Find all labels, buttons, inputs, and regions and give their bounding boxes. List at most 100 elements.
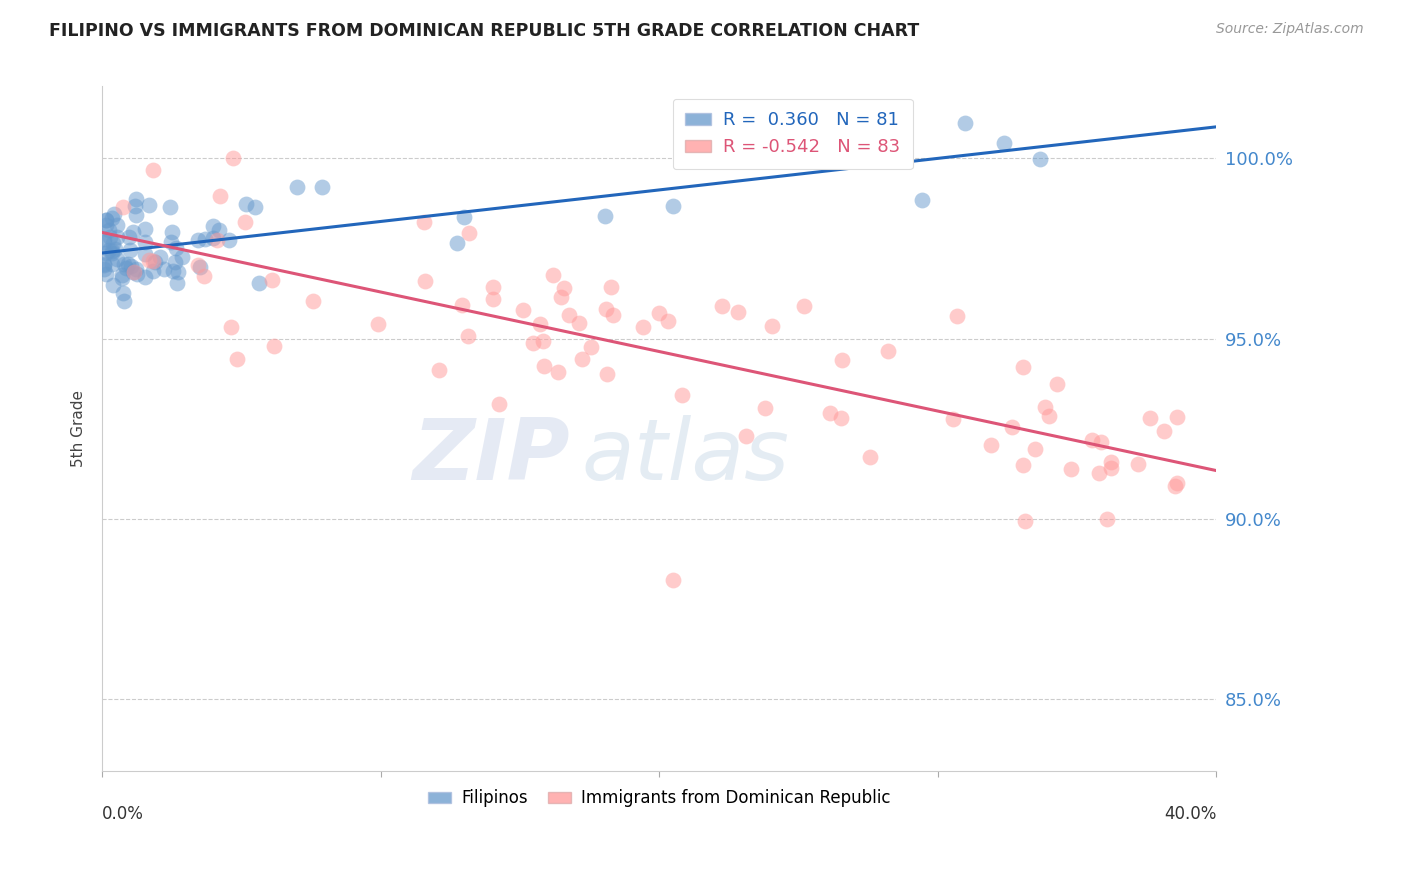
- Point: [125, 192, 148, 206]
- Point: [488, 397, 510, 411]
- Point: [122, 265, 145, 279]
- Point: [134, 247, 156, 261]
- Point: [187, 234, 209, 248]
- Point: [112, 257, 135, 271]
- Point: [595, 302, 617, 317]
- Point: [93, 262, 115, 277]
- Point: [219, 319, 242, 334]
- Point: [671, 388, 693, 402]
- Point: [207, 233, 229, 247]
- Point: [93, 257, 115, 271]
- Point: [531, 334, 554, 348]
- Point: [111, 200, 134, 214]
- Point: [1046, 377, 1069, 392]
- Point: [1011, 458, 1033, 473]
- Point: [166, 277, 188, 291]
- Point: [193, 269, 215, 284]
- Point: [1166, 475, 1188, 490]
- Text: 40.0%: 40.0%: [1164, 805, 1216, 823]
- Point: [117, 258, 139, 272]
- Point: [302, 294, 325, 309]
- Point: [451, 298, 474, 312]
- Point: [149, 250, 172, 264]
- Point: [446, 235, 468, 250]
- Point: [955, 116, 977, 130]
- Point: [233, 215, 256, 229]
- Point: [111, 271, 134, 285]
- Point: [94, 213, 117, 227]
- Point: [208, 223, 231, 237]
- Point: [550, 290, 572, 304]
- Point: [247, 276, 270, 290]
- Point: [111, 268, 134, 282]
- Point: [453, 210, 475, 224]
- Point: [96, 218, 118, 232]
- Point: [170, 250, 193, 264]
- Point: [125, 208, 148, 222]
- Point: [727, 305, 749, 319]
- Point: [311, 179, 333, 194]
- Point: [201, 219, 224, 234]
- Point: [571, 352, 593, 367]
- Point: [830, 411, 852, 425]
- Point: [125, 267, 148, 281]
- Point: [112, 293, 135, 308]
- Point: [1164, 479, 1187, 493]
- Point: [142, 264, 165, 278]
- Point: [1038, 409, 1060, 423]
- Point: [120, 243, 142, 257]
- Point: [1088, 466, 1111, 480]
- Point: [285, 180, 308, 194]
- Point: [124, 262, 146, 277]
- Point: [101, 244, 124, 259]
- Point: [103, 206, 125, 220]
- Text: ZIP: ZIP: [412, 415, 569, 498]
- Point: [260, 273, 283, 287]
- Point: [115, 260, 138, 275]
- Point: [631, 320, 654, 334]
- Point: [104, 242, 127, 256]
- Point: [222, 152, 245, 166]
- Point: [201, 231, 224, 245]
- Point: [793, 133, 815, 147]
- Point: [105, 230, 128, 244]
- Point: [93, 232, 115, 246]
- Point: [457, 328, 479, 343]
- Point: [235, 196, 257, 211]
- Point: [152, 261, 174, 276]
- Point: [138, 198, 160, 212]
- Point: [165, 255, 187, 269]
- Point: [159, 200, 181, 214]
- Point: [602, 308, 624, 322]
- Point: [911, 193, 934, 207]
- Point: [1024, 442, 1046, 456]
- Point: [263, 339, 285, 353]
- Point: [1139, 410, 1161, 425]
- Point: [134, 222, 156, 236]
- Point: [1033, 400, 1056, 414]
- Point: [793, 299, 815, 313]
- Point: [1028, 152, 1050, 166]
- Point: [482, 292, 505, 306]
- Point: [481, 280, 503, 294]
- Point: [553, 281, 575, 295]
- Point: [980, 438, 1002, 452]
- Point: [122, 225, 145, 239]
- Point: [412, 215, 434, 229]
- Point: [1080, 434, 1102, 448]
- Point: [657, 314, 679, 328]
- Point: [1000, 419, 1022, 434]
- Point: [427, 362, 450, 376]
- Point: [512, 302, 534, 317]
- Point: [124, 199, 146, 213]
- Point: [105, 252, 128, 267]
- Point: [138, 253, 160, 268]
- Point: [94, 245, 117, 260]
- Point: [1126, 457, 1149, 471]
- Point: [533, 359, 555, 373]
- Point: [118, 229, 141, 244]
- Point: [122, 265, 145, 279]
- Point: [209, 188, 232, 202]
- Point: [105, 219, 128, 233]
- Point: [167, 265, 190, 279]
